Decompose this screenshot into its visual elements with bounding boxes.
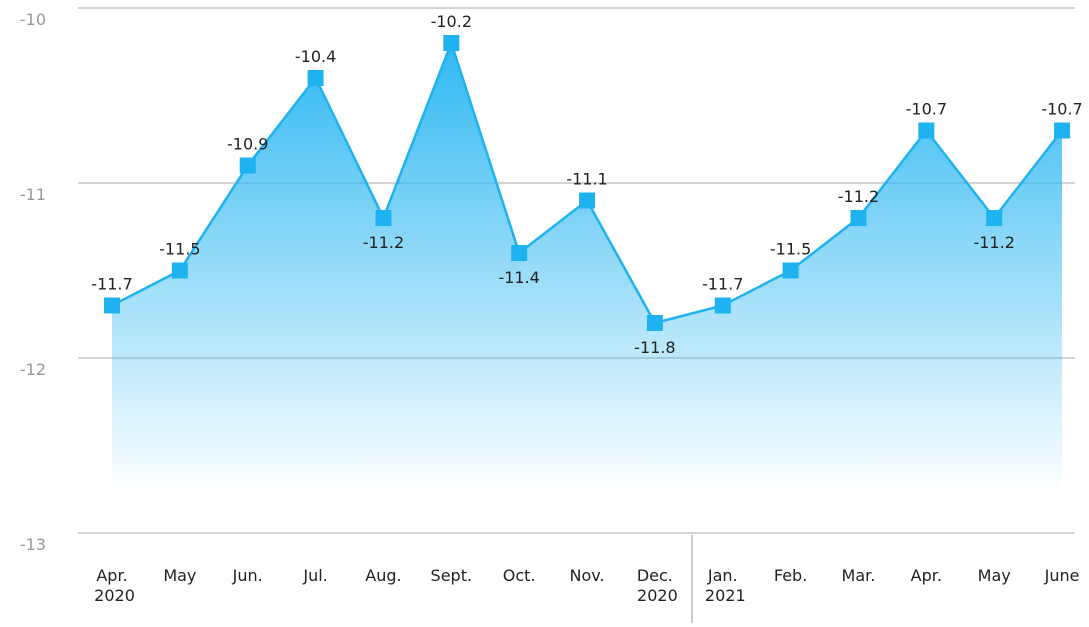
marker: [375, 210, 392, 226]
x-tick-label: Jan. 2021: [700, 566, 746, 605]
x-tick-label: Apr.: [911, 566, 942, 585]
data-label: -11.2: [973, 233, 1014, 252]
data-label: -10.2: [431, 12, 472, 31]
x-tick-label: Apr. 2020: [89, 566, 135, 605]
marker: [443, 35, 460, 51]
x-tick-label: Mar.: [842, 566, 876, 585]
marker: [511, 245, 528, 261]
x-tick-label: June: [1044, 566, 1080, 585]
area-fill: [112, 43, 1063, 495]
x-tick-label: Jul.: [302, 566, 327, 585]
x-tick-label: Nov.: [569, 566, 604, 585]
marker: [850, 210, 867, 226]
y-tick-label: -10: [20, 10, 46, 29]
y-tick-label: -12: [20, 360, 46, 379]
marker: [239, 157, 256, 174]
marker: [579, 192, 596, 209]
data-label: -11.1: [566, 170, 607, 189]
x-tick-label: Aug.: [365, 566, 401, 585]
data-label: -11.7: [702, 275, 743, 294]
x-tick-label: May: [163, 566, 196, 585]
data-label: -11.5: [159, 240, 200, 259]
data-label: -10.4: [295, 47, 336, 66]
data-label: -11.5: [770, 240, 811, 259]
marker: [714, 297, 731, 314]
marker: [986, 210, 1003, 226]
x-tick-label: Dec. 2020: [632, 566, 678, 605]
marker: [782, 262, 799, 279]
data-label: -11.2: [363, 233, 404, 252]
x-tick-label: Feb.: [774, 566, 807, 585]
marker: [646, 315, 663, 331]
marker: [104, 297, 120, 314]
marker: [171, 262, 188, 279]
marker: [307, 70, 324, 86]
marker: [918, 122, 935, 139]
data-label: -11.2: [838, 187, 879, 206]
data-label: -11.4: [498, 268, 539, 287]
data-label: -10.9: [227, 135, 268, 154]
data-label: -11.7: [91, 275, 132, 294]
data-label: -11.8: [634, 338, 675, 357]
y-tick-label: -11: [20, 185, 46, 204]
x-tick-label: Sept.: [431, 566, 473, 585]
x-tick-label: Jun.: [232, 566, 263, 585]
x-tick-label: May: [978, 566, 1011, 585]
x-tick-label: Oct.: [503, 566, 536, 585]
data-label: -10.7: [1041, 100, 1082, 119]
data-label: -10.7: [906, 100, 947, 119]
y-tick-label: -13: [20, 535, 46, 554]
marker: [1054, 122, 1071, 139]
